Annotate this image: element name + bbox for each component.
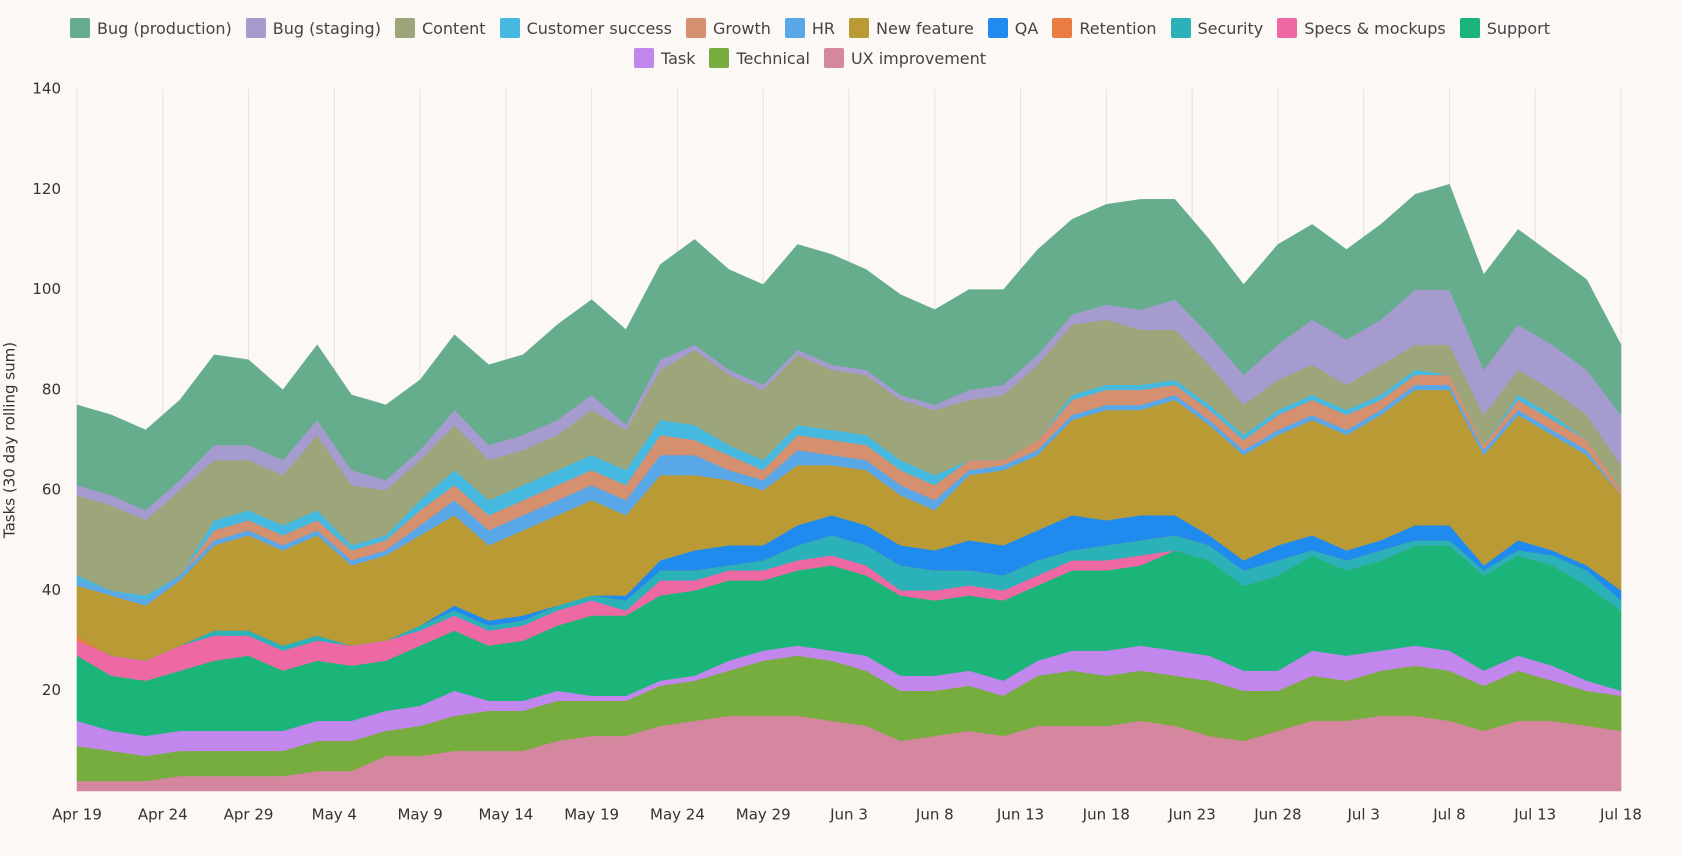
- x-tick-label: Apr 24: [138, 806, 188, 824]
- legend-label: HR: [811, 18, 836, 38]
- legend-item[interactable]: Retention: [1052, 18, 1157, 38]
- x-tick-label: Apr 19: [52, 806, 102, 824]
- legend-item[interactable]: Bug (staging): [245, 18, 381, 38]
- legend-label: Specs & mockups: [1304, 18, 1446, 38]
- x-tick-label: May 19: [564, 806, 619, 824]
- areas: [76, 183, 1622, 792]
- legend-item[interactable]: QA: [987, 18, 1039, 38]
- x-tick-label: Jul 8: [1432, 806, 1465, 824]
- legend-swatch: [1170, 18, 1191, 38]
- legend-item[interactable]: Support: [1459, 18, 1550, 38]
- legend-swatch: [1052, 18, 1073, 38]
- legend-item[interactable]: New feature: [849, 18, 974, 38]
- legend-swatch: [1277, 18, 1298, 38]
- legend-item[interactable]: Security: [1170, 18, 1264, 38]
- legend-item[interactable]: Content: [394, 18, 486, 38]
- legend-item[interactable]: HR: [784, 18, 836, 38]
- legend-swatch: [394, 18, 415, 38]
- legend-swatch: [685, 18, 706, 38]
- x-tick-label: Jun 8: [915, 806, 954, 824]
- y-tick-label: 100: [32, 280, 61, 298]
- legend: Bug (production) Bug (staging) Content Cust…: [40, 18, 1580, 68]
- legend-label: Customer success: [526, 18, 672, 38]
- x-tick-label: Jun 23: [1167, 806, 1215, 824]
- legend-label: Bug (staging): [272, 18, 381, 38]
- legend-swatch: [709, 48, 730, 68]
- legend-label: Security: [1197, 18, 1264, 38]
- area: [76, 183, 1622, 511]
- x-tick-label: May 24: [650, 806, 705, 824]
- y-axis-label: Tasks (30 day rolling sum): [1, 342, 19, 539]
- legend-item[interactable]: Technical: [709, 48, 810, 68]
- legend-label: Support: [1486, 18, 1550, 38]
- y-tick-label: 60: [42, 481, 61, 499]
- legend-item[interactable]: Customer success: [499, 18, 672, 38]
- legend-item[interactable]: Task: [633, 48, 696, 68]
- legend-swatch: [245, 18, 266, 38]
- legend-swatch: [784, 18, 805, 38]
- x-tick-label: Jul 3: [1346, 806, 1379, 824]
- legend-swatch: [633, 48, 654, 68]
- x-tick-label: May 9: [397, 806, 442, 824]
- legend-label: Content: [421, 18, 486, 38]
- x-tick-label: Jun 18: [1082, 806, 1130, 824]
- legend-label: New feature: [876, 18, 974, 38]
- x-tick-label: May 4: [312, 806, 357, 824]
- x-tick-label: Jun 13: [996, 806, 1044, 824]
- x-tick-label: Jul 18: [1599, 806, 1642, 824]
- legend-swatch: [70, 18, 91, 38]
- x-tick-label: Jul 13: [1513, 806, 1556, 824]
- y-tick-label: 20: [42, 681, 61, 699]
- x-tick-label: May 14: [478, 806, 533, 824]
- legend-swatch: [499, 18, 520, 38]
- x-tick-label: May 29: [736, 806, 791, 824]
- y-tick-label: 120: [32, 180, 61, 198]
- legend-item[interactable]: Bug (production): [70, 18, 232, 38]
- legend-label: Retention: [1079, 18, 1157, 38]
- legend-label: Technical: [736, 48, 810, 68]
- legend-swatch: [823, 48, 844, 68]
- y-tick-label: 80: [42, 380, 61, 398]
- legend-item[interactable]: Specs & mockups: [1277, 18, 1446, 38]
- y-tick-label: 40: [42, 581, 61, 599]
- legend-swatch: [987, 18, 1008, 38]
- legend-label: Bug (production): [97, 18, 232, 38]
- legend-swatch: [849, 18, 870, 38]
- y-tick-label: 140: [32, 80, 61, 98]
- x-tick-label: Apr 29: [224, 806, 274, 824]
- legend-item[interactable]: Growth: [685, 18, 771, 38]
- legend-label: UX improvement: [850, 48, 987, 68]
- x-tick-label: Jun 3: [829, 806, 868, 824]
- legend-item[interactable]: UX improvement: [823, 48, 987, 68]
- legend-label: Task: [660, 48, 696, 68]
- legend-swatch: [1459, 18, 1480, 38]
- legend-label: Growth: [712, 18, 771, 38]
- legend-label: QA: [1014, 18, 1039, 38]
- x-tick-label: Jun 28: [1253, 806, 1301, 824]
